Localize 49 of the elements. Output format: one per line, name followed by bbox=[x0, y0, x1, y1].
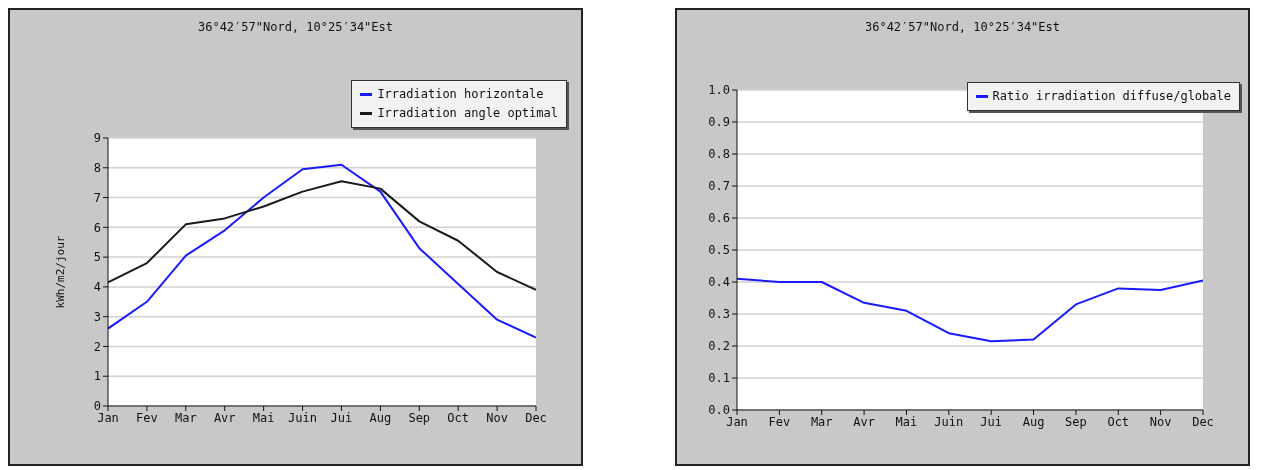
legend-label: Irradiation angle optimal bbox=[377, 105, 558, 122]
y-tick-label: 8 bbox=[93, 161, 101, 176]
y-tick-label: 0.9 bbox=[708, 115, 730, 130]
x-tick-label: Mai bbox=[252, 410, 275, 425]
x-tick-label: Mar bbox=[810, 414, 833, 429]
x-tick-label: Juin bbox=[934, 414, 964, 429]
legend-label: Irradiation horizontale bbox=[377, 86, 544, 103]
chart-title: 36°42′57"Nord, 10°25′34"Est bbox=[196, 20, 395, 34]
y-tick-label: 0.4 bbox=[708, 275, 730, 290]
legend-label: Ratio irradiation diffuse/globale bbox=[992, 88, 1231, 105]
x-tick-label: Mai bbox=[895, 414, 918, 429]
x-tick-label: Fev bbox=[136, 410, 158, 425]
x-tick-label: Juin bbox=[288, 410, 317, 425]
line-series bbox=[108, 163, 536, 339]
y-tick-label: 0.3 bbox=[708, 307, 730, 322]
y-tick-label: 2 bbox=[93, 339, 101, 354]
x-tick-label: Avr bbox=[213, 410, 236, 425]
y-axis-title: kWh/m2/jour bbox=[53, 235, 67, 309]
x-tick-label: Avr bbox=[853, 414, 875, 429]
y-tick-label: 0.6 bbox=[708, 211, 730, 226]
y-tick-label: 0.7 bbox=[708, 179, 730, 194]
x-tick-label: Nov bbox=[486, 410, 508, 425]
y-tick-label: 0.2 bbox=[708, 339, 730, 354]
y-tick-label: 7 bbox=[93, 190, 101, 205]
x-tick-label: Sep bbox=[1065, 414, 1087, 429]
line-series bbox=[737, 277, 1203, 343]
y-tick-label: 3 bbox=[93, 309, 101, 324]
x-tick-label: Sep bbox=[408, 410, 431, 425]
x-tick-label: Dec bbox=[525, 410, 547, 425]
y-tick-label: 6 bbox=[93, 220, 101, 235]
y-tick-label: 0.8 bbox=[708, 147, 730, 162]
x-tick-label: Jui bbox=[980, 414, 1003, 429]
x-tick-label: Fev bbox=[768, 414, 791, 429]
x-tick-label: Oct bbox=[447, 410, 470, 425]
x-tick-label: Oct bbox=[1107, 414, 1130, 429]
x-tick-label: Aug bbox=[1022, 414, 1045, 429]
y-tick-label: 1 bbox=[93, 369, 101, 384]
y-tick-label: 1.0 bbox=[708, 83, 730, 98]
y-tick-label: 9 bbox=[93, 131, 101, 146]
y-tick-label: 5 bbox=[93, 250, 101, 265]
chart-title: 36°42′57"Nord, 10°25′34"Est bbox=[863, 20, 1062, 34]
y-tick-label: 0.5 bbox=[708, 243, 730, 258]
x-tick-label: Aug bbox=[369, 410, 392, 425]
x-tick-label: Mar bbox=[174, 410, 197, 425]
x-tick-label: Nov bbox=[1149, 414, 1172, 429]
x-tick-label: Jui bbox=[330, 410, 353, 425]
y-tick-label: 0.1 bbox=[708, 371, 730, 386]
y-tick-label: 4 bbox=[93, 280, 101, 295]
x-tick-label: Dec bbox=[1192, 414, 1214, 429]
